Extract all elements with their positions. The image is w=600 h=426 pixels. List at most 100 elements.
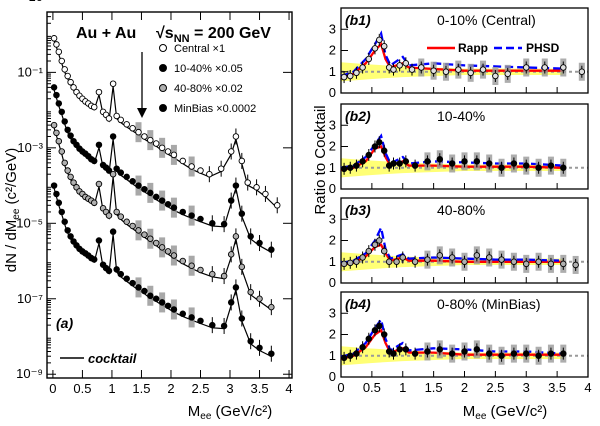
ratio-panels: 0 1 2 3 (b1) 0-10% (Central) Rapp PHSD 0 1 2 3 (b2) 1… [329, 7, 592, 395]
ratio-point [436, 346, 444, 353]
ratio-y-tick-label: 0 [329, 275, 336, 290]
data-point [123, 275, 130, 282]
ratio-point [380, 147, 388, 154]
data-point [67, 132, 74, 139]
data-point [209, 321, 216, 329]
data-point [158, 144, 166, 152]
data-point [188, 212, 195, 219]
data-point [123, 173, 130, 181]
data-point [256, 295, 263, 303]
ratio-y-tick-label: 1 [329, 160, 336, 175]
data-point [247, 233, 254, 240]
ratio-point [523, 64, 530, 71]
data-point [53, 41, 60, 48]
phsd-curve [340, 30, 564, 78]
x-tick-label: 3.5 [250, 381, 268, 396]
ratio-point [340, 73, 348, 81]
data-point [50, 182, 58, 189]
ratio-point [473, 252, 481, 259]
down-arrow-icon [137, 108, 147, 118]
y-tick-label: 10 [29, 0, 43, 4]
data-point [232, 133, 240, 140]
energy-label: √sNN = 200 GeV [156, 25, 271, 45]
ratio-point [572, 261, 579, 269]
ratio-point [560, 260, 567, 268]
ratio-x-tick-label: 4 [584, 380, 591, 395]
ratio-point [402, 346, 410, 353]
data-point [105, 212, 113, 219]
ratio-point [547, 350, 555, 357]
systematic-boxes [135, 122, 195, 328]
ratio-point [485, 160, 493, 167]
ratio-point [385, 258, 393, 266]
data-point [217, 165, 225, 172]
data-point [55, 100, 63, 107]
ratio-y-tick-label: 3 [329, 305, 336, 320]
ratio-y-tick-label: 0 [329, 181, 336, 196]
ratio-point [547, 162, 555, 169]
ratio-point [418, 64, 425, 71]
data-point [58, 57, 66, 65]
data-point [147, 292, 154, 300]
data-point [113, 112, 120, 120]
data-point [117, 270, 125, 278]
data-point [158, 197, 166, 204]
data-point [188, 314, 195, 321]
data-point [268, 246, 275, 253]
ratio-y-tick-label: 0 [329, 369, 336, 384]
data-point [50, 84, 58, 91]
right-y-axis-title: Ratio to Cocktail [312, 105, 329, 214]
data-point [55, 48, 63, 56]
data-point [50, 121, 58, 129]
cocktail-legend-label: cocktail [88, 351, 137, 366]
data-point [262, 190, 269, 198]
ratio-point [424, 348, 431, 355]
ratio-point [371, 143, 379, 150]
ratio-point [340, 260, 348, 268]
ratio-point [510, 258, 518, 266]
ratio-point [578, 68, 586, 75]
data-point [238, 315, 246, 322]
ratio-point [393, 258, 400, 266]
ratio-point [359, 158, 366, 165]
data-point [95, 141, 103, 149]
ratio-point [485, 350, 493, 357]
data-point [90, 199, 98, 207]
ratio-panel-tag: (b3) [345, 202, 371, 218]
data-point [90, 157, 98, 165]
ratio-x-tick-label: 2 [461, 380, 468, 395]
ratio-point [448, 254, 456, 261]
data-point [152, 239, 160, 247]
panel-a: 00.511.522.533.541010⁻¹10⁻³10⁻⁵10⁻⁷10⁻⁹ … [3, 0, 293, 422]
x-tick-label: 2 [167, 381, 174, 396]
legend-entry: Central ×1 [174, 43, 225, 55]
ratio-point [510, 350, 518, 357]
ratio-point [498, 352, 505, 360]
collision-label: Au + Au [76, 25, 136, 42]
data-point [197, 167, 204, 174]
data-point [170, 151, 178, 159]
data-point [238, 263, 246, 271]
data-point [129, 222, 136, 230]
ratio-panel-tag: (b1) [345, 12, 371, 28]
x-tick-label: 3 [226, 381, 233, 396]
ratio-point [396, 160, 403, 167]
ratio-y-tick-label: 3 [329, 211, 336, 226]
ratio-point [411, 350, 419, 357]
ratio-point [424, 256, 431, 263]
x-tick-label: 0 [49, 381, 56, 396]
data-point [58, 208, 66, 216]
data-point [247, 288, 254, 296]
ratio-point [461, 158, 468, 165]
data-point [123, 121, 130, 128]
data-point [141, 185, 148, 193]
ratio-point [347, 352, 354, 360]
data-point [256, 344, 263, 352]
ratio-point [535, 352, 542, 360]
data-point [90, 256, 98, 263]
data-point [67, 233, 74, 240]
legend-marker [159, 104, 167, 112]
ratio-y-tick-label: 1 [329, 64, 336, 79]
x-tick-label: 4 [285, 381, 292, 396]
data-point [70, 84, 77, 91]
